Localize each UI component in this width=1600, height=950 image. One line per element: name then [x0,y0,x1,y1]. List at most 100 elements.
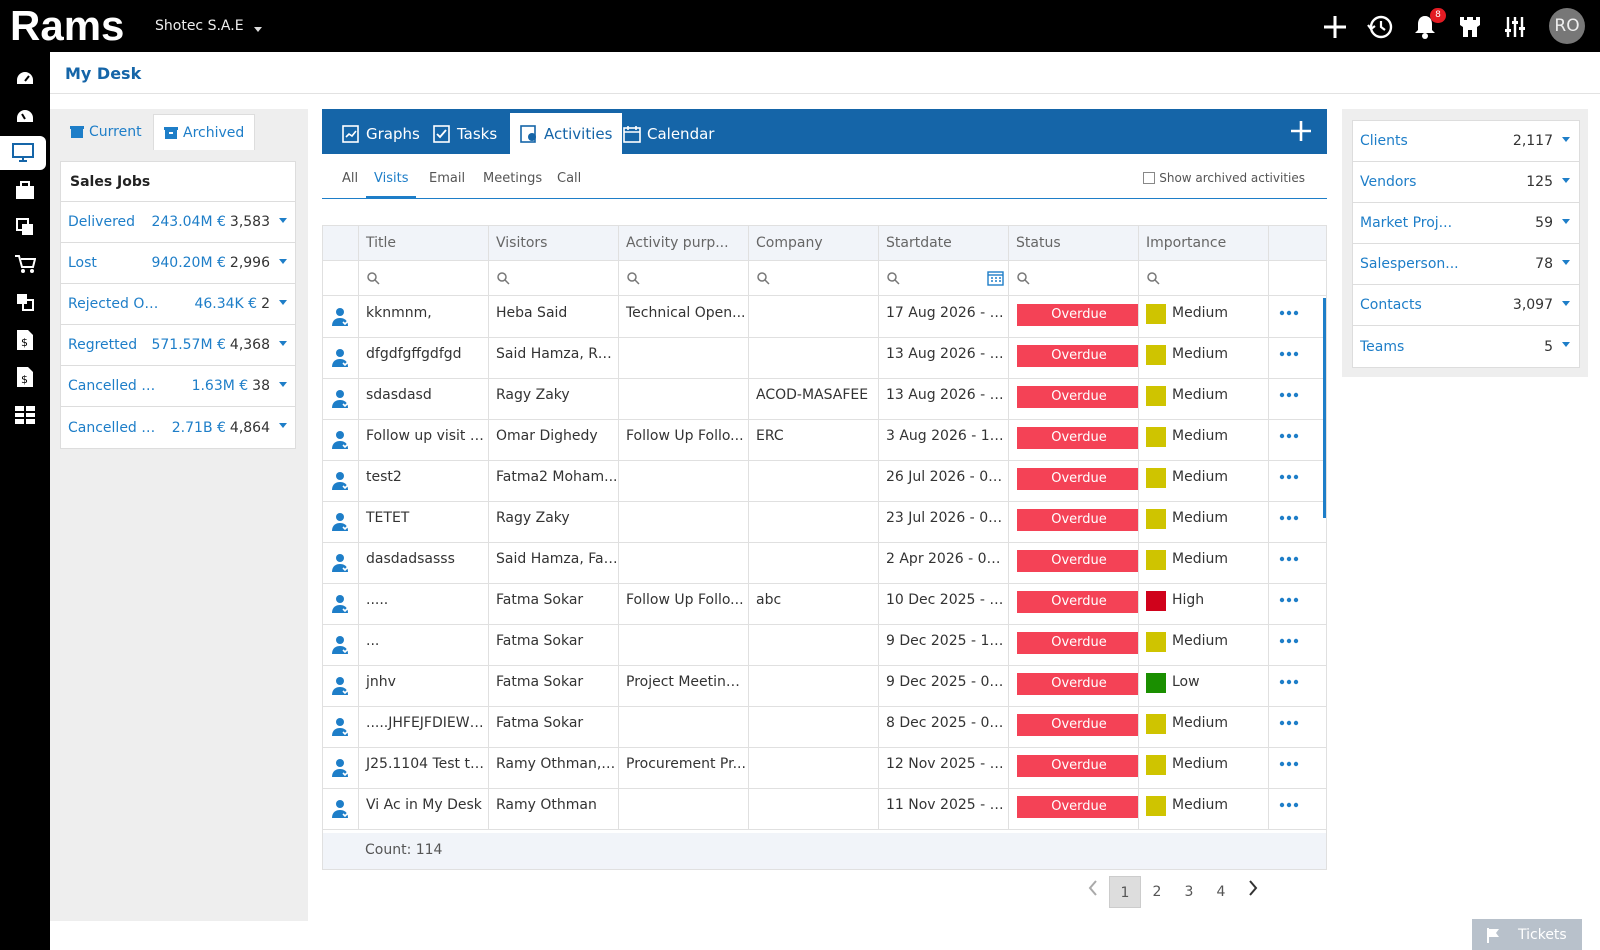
column-header-visitors[interactable]: Visitors [488,226,618,261]
column-header-company[interactable]: Company [748,226,878,261]
sales-job-amount[interactable]: 571.57M € [151,337,226,353]
invoice-dollar-icon-2[interactable]: $ [0,360,50,394]
user-avatar[interactable]: RO [1549,8,1585,44]
subtab-call[interactable]: Call [557,171,582,186]
calendar-picker-icon[interactable] [987,270,1004,286]
tab-current[interactable]: Current [60,114,152,150]
table-row[interactable]: J25.1104 Test th... Ramy Othman, ... Procu… [323,747,1326,789]
grid-scrollbar[interactable] [1323,298,1326,518]
filter-importance-input[interactable] [1138,261,1268,296]
subtab-visits[interactable]: Visits [366,171,417,198]
filter-title-input[interactable] [358,261,488,296]
column-header-status[interactable]: Status [1008,226,1138,261]
tickets-button[interactable]: Tickets [1472,919,1582,950]
table-row[interactable]: jnhv Fatma Sokar Project Meeting... 9 Dec 2… [323,665,1326,707]
more-options-icon[interactable] [1269,296,1309,330]
sales-job-amount[interactable]: 1.63M € [191,378,249,394]
more-options-icon[interactable] [1269,501,1309,535]
page-3[interactable]: 3 [1184,884,1194,900]
entity-count-row[interactable]: Vendors 125 [1353,162,1579,203]
layout-grid-icon[interactable] [0,398,50,432]
table-row[interactable]: test2 Fatma2 Moham... 26 Jul 2026 - 02:...… [323,460,1326,502]
cart-icon[interactable] [0,247,50,281]
show-archived-checkbox[interactable]: Show archived activities [1143,171,1305,185]
table-row[interactable]: ... Fatma Sokar 9 Dec 2025 - 10:... Overdue… [323,624,1326,666]
entity-count-row[interactable]: Teams 5 [1353,326,1579,367]
more-options-icon[interactable] [1269,378,1309,412]
entity-label[interactable]: Market Proj... [1360,215,1453,231]
entity-label[interactable]: Teams [1360,338,1405,355]
more-options-icon[interactable] [1269,460,1309,494]
sales-job-label[interactable]: Cancelled R... [68,419,160,436]
sales-job-label[interactable]: Cancelled O... [68,378,160,394]
chevron-down-icon[interactable] [1562,259,1570,265]
chevron-down-icon[interactable] [1562,218,1570,224]
column-header-startdate[interactable]: Startdate [878,226,1008,261]
add-icon[interactable] [1320,12,1350,42]
add-activity-icon[interactable] [1289,119,1313,143]
sales-job-row[interactable]: Cancelled R... 2.71B €4,864 [61,407,295,448]
visit-user-icon[interactable] [323,378,358,419]
chevron-down-icon[interactable] [1562,136,1570,142]
entity-count-row[interactable]: Contacts 3,097 [1353,285,1579,326]
more-options-icon[interactable] [1269,665,1309,699]
column-header-importance[interactable]: Importance [1138,226,1268,261]
table-row[interactable]: kknmnm, Heba Said Technical Open... 17 Aug … [323,296,1326,338]
sales-job-amount[interactable]: 940.20M € [151,255,226,271]
tab-calendar[interactable]: Calendar [613,113,724,154]
sales-job-label[interactable]: Lost [68,255,97,271]
dashboard-gauge-icon-2[interactable] [0,100,50,134]
tab-archived[interactable]: Archived [153,114,256,150]
visit-user-icon[interactable] [323,460,358,501]
sales-job-amount[interactable]: 46.34K € [194,296,258,312]
more-options-icon[interactable] [1269,542,1309,576]
subtab-email[interactable]: Email [429,171,466,186]
entity-count-row[interactable]: Market Proj... 59 [1353,203,1579,244]
tab-tasks[interactable]: Tasks [423,113,507,154]
entity-label[interactable]: Contacts [1360,297,1422,313]
chevron-down-icon[interactable] [1562,300,1570,306]
visit-user-icon[interactable] [323,747,358,788]
column-header-activity-purpose[interactable]: Activity purp... [618,226,748,261]
sales-job-row[interactable]: Rejected Or... 46.34K €2 [61,284,295,325]
chevron-down-icon[interactable] [279,258,287,264]
entity-count-row[interactable]: Clients 2,117 [1353,121,1579,162]
entity-label[interactable]: Clients [1360,133,1408,149]
table-row[interactable]: dasdadsasss Said Hamza, Fat... 2 Apr 2026 … [323,542,1326,584]
subtab-meetings[interactable]: Meetings [483,171,543,186]
filter-purpose-input[interactable] [618,261,748,296]
sales-job-row[interactable]: Cancelled O... 1.63M €38 [61,366,295,407]
tab-activities[interactable]: Activities [510,113,623,154]
visit-user-icon[interactable] [323,501,358,542]
visit-user-icon[interactable] [323,624,358,665]
chevron-down-icon[interactable] [279,299,287,305]
checkbox-box[interactable] [1143,172,1156,184]
sales-job-label[interactable]: Rejected Or... [68,296,160,312]
history-icon[interactable] [1365,12,1395,42]
entity-label[interactable]: Salesperson... [1360,256,1459,272]
visit-user-icon[interactable] [323,419,358,460]
castle-icon[interactable] [1455,12,1485,42]
entity-count-row[interactable]: Salesperson... 78 [1353,244,1579,285]
column-header-title[interactable]: Title [358,226,488,261]
more-options-icon[interactable] [1269,419,1309,453]
sales-job-row[interactable]: Delivered 243.04M €3,583 [61,202,295,243]
notifications-bell-icon[interactable]: 8 [1410,8,1446,42]
my-desk-monitor-icon[interactable] [0,136,46,170]
chevron-down-icon[interactable] [279,381,287,387]
chevron-down-icon[interactable] [1562,177,1570,183]
table-row[interactable]: sdasdasd Ragy Zaky ACOD-MASAFEE 13 Aug 2026… [323,378,1326,420]
page-2[interactable]: 2 [1152,884,1162,900]
visit-user-icon[interactable] [323,788,358,829]
visit-user-icon[interactable] [323,296,358,337]
visit-user-icon[interactable] [323,542,358,583]
visit-user-icon[interactable] [323,706,358,747]
more-options-icon[interactable] [1269,747,1309,781]
more-options-icon[interactable] [1269,788,1309,822]
filter-status-input[interactable] [1008,261,1138,296]
more-options-icon[interactable] [1269,337,1309,371]
entity-label[interactable]: Vendors [1360,174,1417,190]
table-row[interactable]: .....JHFEJFDIEWY... Fatma Sokar 8 Dec 2025… [323,706,1326,748]
table-row[interactable]: ..... Fatma Sokar Follow Up Follo... abc 10 … [323,583,1326,625]
rams-logo[interactable]: Rams [10,4,130,48]
